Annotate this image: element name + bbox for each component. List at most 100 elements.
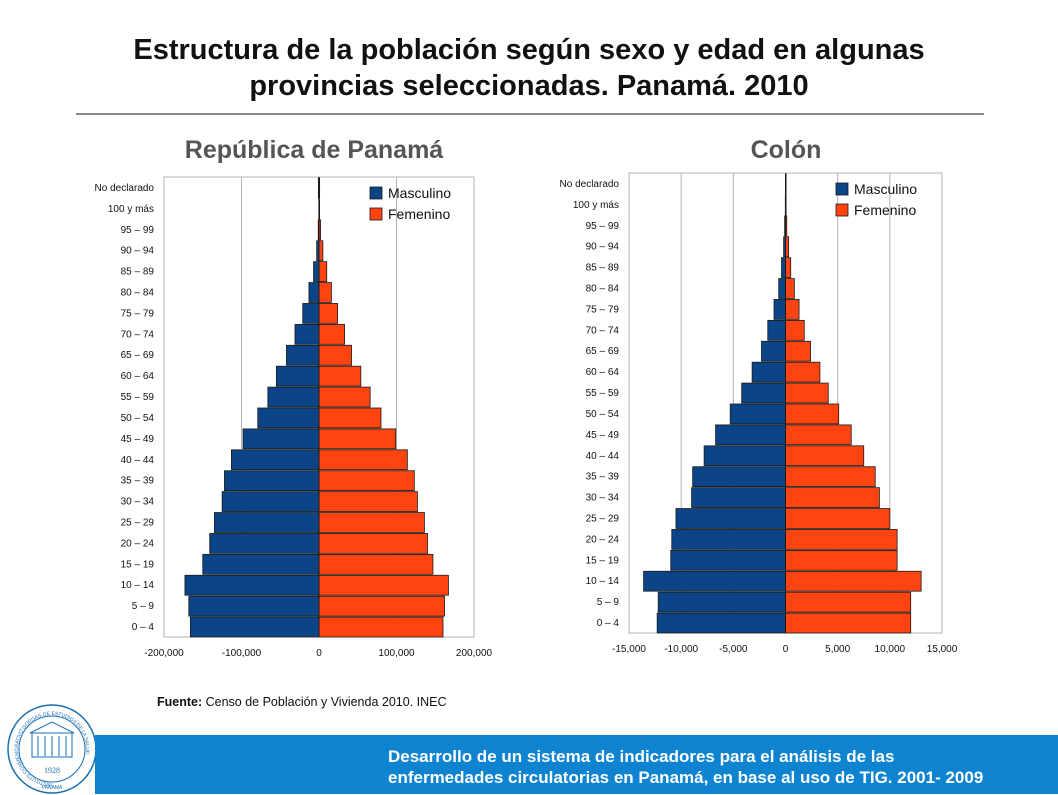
panama-y-tick-label: 85 – 89 [121,267,155,278]
panama-bar-male [267,386,320,408]
logo-place: PANAMA [42,785,63,791]
panama-y-tick-label: 70 – 74 [121,329,155,340]
colon-y-tick-label: 80 – 84 [586,284,620,295]
panama-bar-male [308,282,320,303]
colon-bar-male [767,319,786,341]
panama-bar-female [318,449,408,471]
panama-legend-swatch-female [369,207,383,221]
panama-bar-female [318,553,434,575]
panama-bar-female [318,282,332,303]
panama-bar-male [209,533,320,554]
panama-bar-female [318,344,352,366]
colon-y-tick-label: 95 – 99 [586,221,620,232]
panama-y-tick-label: 90 – 94 [121,246,155,257]
panama-bar-male [275,365,320,387]
panama-y-tick-label: 5 – 9 [132,601,155,612]
colon-bar-female [785,382,829,404]
colon-y-tick-label: 0 – 4 [597,618,620,629]
panama-y-tick-label: 95 – 99 [121,225,155,236]
panama-bar-female [318,470,415,492]
slide-title: Estructura de la población según sexo y … [0,32,1058,104]
panama-bar-male [313,261,320,282]
colon-y-tick-label: 15 – 19 [586,555,620,566]
colon-legend-swatch-male [835,182,849,196]
panama-bar-female [318,595,445,617]
colon-y-tick-label: 40 – 44 [586,451,620,462]
footer-line-1: Desarrollo de un sistema de indicadores … [388,747,895,766]
colon-y-tick-label: 30 – 34 [586,493,620,504]
title-line-1: Estructura de la población según sexo y … [133,34,925,66]
colon-y-tick-label: 100 y más [573,200,619,211]
colon-y-tick-label: 5 – 9 [597,597,620,608]
source-label: Fuente: [157,695,203,709]
colon-bar-female [785,445,865,467]
colon-bar-male [715,424,786,446]
institute-seal-logo: 1928 INSTITUTO CONMEMORATIVO GORGAS DE E… [7,704,97,794]
panama-y-tick-label: 60 – 64 [121,371,155,382]
colon-bar-male [691,487,786,508]
colon-y-tick-label: 10 – 14 [586,576,620,587]
colon-y-tick-label: 60 – 64 [586,367,620,378]
panama-bar-male [286,344,320,366]
colon-bar-female [785,403,840,425]
panama-bar-female [318,616,444,638]
panama-bar-male [257,407,320,429]
colon-bar-male [773,299,786,320]
colon-bar-male [741,382,786,404]
title-divider [76,113,984,115]
panama-y-tick-label: 0 – 4 [132,622,155,633]
panama-y-tick-label: 80 – 84 [121,288,155,299]
panama-bar-female [318,323,345,345]
panama-bar-female [318,261,328,282]
colon-bar-male [671,529,786,550]
colon-x-tick-label: -10,000 [664,644,698,655]
panama-y-tick-label: 65 – 69 [121,350,155,361]
colon-bar-female [785,257,792,278]
panama-y-tick-label: 35 – 39 [121,476,155,487]
colon-legend-label-male: Masculino [854,181,917,197]
colon-bar-female [785,319,805,341]
panama-bar-male [242,428,320,450]
panama-legend-label-female: Femenino [388,206,450,222]
title-line-2: provincias seleccionadas. Panamá. 2010 [249,70,809,102]
colon-y-tick-label: 70 – 74 [586,325,620,336]
panama-bar-male [213,512,320,533]
colon-bar-male [656,612,786,634]
colon-x-tick-label: 10,000 [875,644,906,655]
colon-x-tick-label: 15,000 [927,644,958,655]
colon-bar-female [785,612,912,634]
footer-line-2: enfermedades circulatorias en Panamá, en… [388,768,984,787]
panama-y-tick-label: 25 – 29 [121,518,155,529]
source-text: Censo de Población y Vivienda 2010. INEC [202,695,447,709]
colon-y-tick-label: 25 – 29 [586,514,620,525]
panama-bar-male [188,595,320,617]
colon-bar-female [785,591,912,613]
panama-x-tick-label: 0 [316,648,322,659]
logo-year: 1928 [44,766,60,775]
colon-legend-label-female: Femenino [854,202,916,218]
panama-bar-male [221,491,320,512]
colon-bar-male [729,403,786,425]
colon-bar-female [785,361,821,383]
panama-bar-female [318,303,339,324]
colon-y-tick-label: 35 – 39 [586,472,620,483]
panama-y-tick-label: 50 – 54 [121,413,155,424]
colon-bar-male [703,445,786,467]
panama-bar-female [318,533,428,554]
panama-bar-male [294,323,320,345]
panama-y-tick-label: 55 – 59 [121,392,155,403]
chart-title-panama: República de Panamá [184,136,444,164]
colon-bar-female [785,529,898,550]
colon-x-tick-label: 5,000 [825,644,850,655]
colon-y-tick-label: No declarado [560,179,620,190]
panama-x-tick-label: 200,000 [456,648,493,659]
footer-text: Desarrollo de un sistema de indicadores … [388,746,983,788]
panama-bar-male [184,574,320,596]
panama-bar-female [318,365,362,387]
colon-y-tick-label: 50 – 54 [586,409,620,420]
panama-bar-female [318,574,449,596]
chart-title-colon: Colón [750,136,822,164]
colon-x-tick-label: -15,000 [612,644,646,655]
colon-bar-male [657,591,786,613]
